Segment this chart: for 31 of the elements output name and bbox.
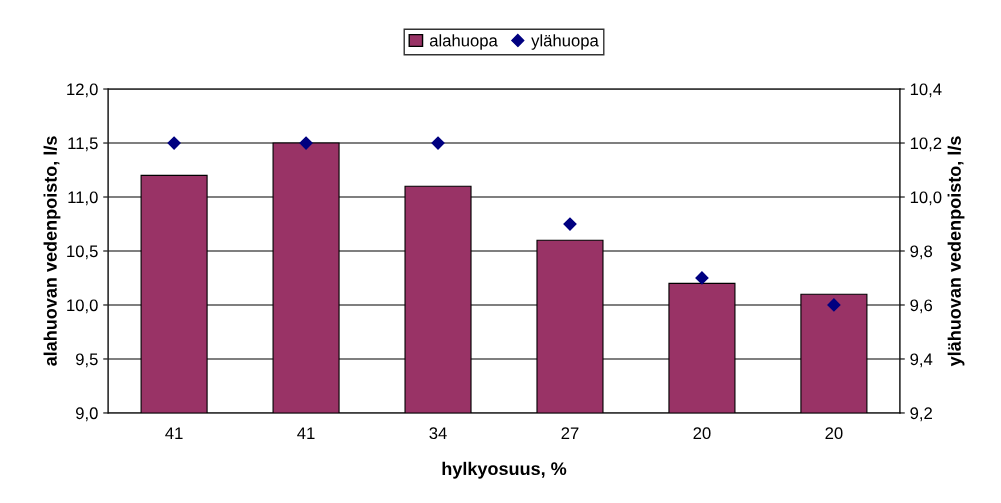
legend-label: alahuopa xyxy=(429,34,498,50)
x-tick-label: 27 xyxy=(561,427,579,439)
x-tick-label: 20 xyxy=(825,427,843,440)
y-tick-label: 11,0 xyxy=(68,191,98,206)
x-axis-title: hylkyosuus, % xyxy=(442,461,567,479)
point xyxy=(827,298,841,312)
y2-tick-label: 9,6 xyxy=(910,299,933,314)
x-tick-label: 34 xyxy=(429,427,447,440)
x-tick-label: 41 xyxy=(297,427,315,439)
y2-axis-title: ylähuovan vedenpoisto, l/s xyxy=(947,136,965,367)
y2-tick-label: 9,2 xyxy=(910,407,932,422)
legend-label: ylähuopa xyxy=(531,34,599,50)
y-axis-title: alahuovan vedenpoisto, l/s xyxy=(43,136,61,366)
point xyxy=(431,136,445,150)
x-tick-label: 20 xyxy=(693,427,711,440)
y2-tick-label: 10,2 xyxy=(910,137,942,152)
y2-tick-label: 10,0 xyxy=(910,191,942,206)
point xyxy=(563,217,577,231)
y-tick-label: 12,0 xyxy=(67,83,98,98)
y-tick-label: 9,0 xyxy=(76,407,98,422)
y2-tick-label: 9,4 xyxy=(910,353,933,368)
y-tick-label: 10,0 xyxy=(67,299,98,314)
point xyxy=(695,271,709,285)
y2-tick-label: 9,8 xyxy=(910,245,933,260)
point xyxy=(167,136,181,150)
y-tick-label: 9,5 xyxy=(76,353,98,368)
x-tick-label: 41 xyxy=(165,427,183,439)
point xyxy=(299,136,313,150)
y2-tick-label: 10,4 xyxy=(910,83,942,98)
y-tick-label: 10,5 xyxy=(67,245,98,260)
y-tick-label: 11,5 xyxy=(68,137,98,152)
